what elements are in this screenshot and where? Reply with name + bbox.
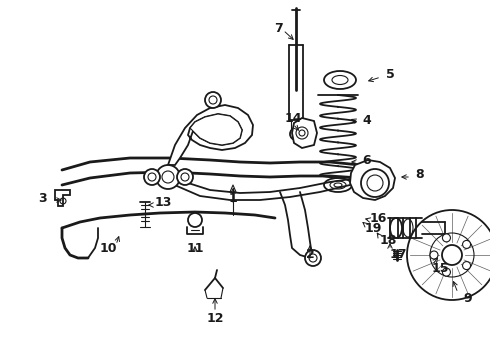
Circle shape <box>162 171 174 183</box>
Circle shape <box>305 250 321 266</box>
Circle shape <box>144 169 160 185</box>
Polygon shape <box>292 118 317 148</box>
Polygon shape <box>55 190 70 206</box>
Text: 9: 9 <box>464 292 472 305</box>
Circle shape <box>442 234 450 242</box>
Text: 2: 2 <box>306 248 315 261</box>
Circle shape <box>463 262 470 270</box>
Text: 19: 19 <box>364 221 382 234</box>
Text: 16: 16 <box>369 211 387 225</box>
Circle shape <box>430 251 438 259</box>
Text: 18: 18 <box>379 234 397 247</box>
Text: 4: 4 <box>363 113 371 126</box>
Polygon shape <box>350 160 395 200</box>
Circle shape <box>205 92 221 108</box>
Text: 7: 7 <box>273 22 282 35</box>
Text: 1: 1 <box>229 192 237 204</box>
Text: 14: 14 <box>284 112 302 125</box>
Circle shape <box>442 268 450 276</box>
Text: 6: 6 <box>363 153 371 166</box>
Text: 3: 3 <box>38 192 47 204</box>
Circle shape <box>177 169 193 185</box>
Polygon shape <box>168 105 253 165</box>
Circle shape <box>463 240 470 248</box>
Text: 8: 8 <box>416 168 424 181</box>
Circle shape <box>361 169 389 197</box>
Circle shape <box>442 245 462 265</box>
Text: 17: 17 <box>389 248 407 261</box>
Text: 5: 5 <box>386 68 394 81</box>
Text: 10: 10 <box>99 242 117 255</box>
Text: 11: 11 <box>186 242 204 255</box>
Circle shape <box>156 165 180 189</box>
Text: 13: 13 <box>154 197 171 210</box>
Text: 12: 12 <box>206 311 224 324</box>
Circle shape <box>188 213 202 227</box>
Text: 15: 15 <box>431 261 449 274</box>
Polygon shape <box>190 114 242 145</box>
Circle shape <box>296 127 308 139</box>
